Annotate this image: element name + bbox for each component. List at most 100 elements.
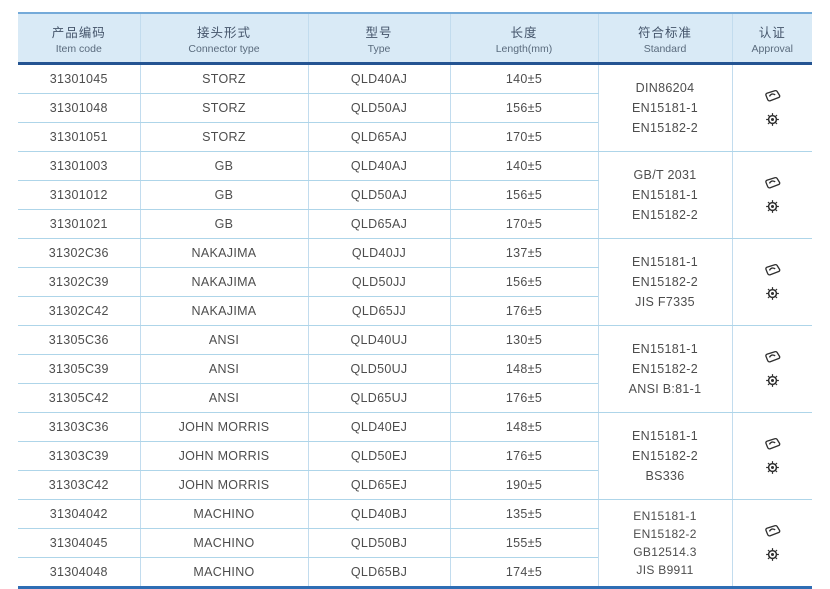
item-code-cell: 31303C39 xyxy=(18,441,140,471)
standard-line: GB12514.3 xyxy=(633,545,697,559)
type-cell: QLD50AJ xyxy=(307,93,450,123)
table-row: 31301012 GB QLD50AJ 156±5 xyxy=(18,180,812,210)
approval-cell xyxy=(731,412,812,500)
table-row: 31301051 STORZ QLD65AJ 170±5 xyxy=(18,122,812,152)
table-header: 产品编码 Item code 接头形式 Connector type 型号 Ty… xyxy=(18,13,812,65)
header-item-code-en: Item code xyxy=(55,42,102,55)
table-row: 31301003 GB QLD40AJ 140±5 GB/T 2031 EN15181-1… xyxy=(18,151,812,239)
length-cell: 137±5 xyxy=(449,238,598,268)
approval-icon-stack xyxy=(735,350,811,388)
item-code-cell: 31301012 xyxy=(18,180,140,210)
connector-type-cell: ANSI xyxy=(139,325,308,355)
length-cell: 176±5 xyxy=(449,296,598,326)
table-row: 31302C42 NAKAJIMA QLD65JJ 176±5 xyxy=(18,296,812,326)
approval-cell xyxy=(731,63,812,152)
certification-logo-icon xyxy=(764,176,781,189)
standard-line: EN15182-2 xyxy=(632,208,698,222)
type-cell: QLD40UJ xyxy=(307,325,450,355)
type-cell: QLD65AJ xyxy=(307,209,450,239)
item-code-cell: 31301048 xyxy=(18,93,140,123)
connector-type-cell: ANSI xyxy=(139,354,308,384)
type-cell: QLD50BJ xyxy=(307,528,450,558)
length-cell: 135±5 xyxy=(449,499,598,529)
connector-type-cell: GB xyxy=(139,209,308,239)
type-cell: QLD40AJ xyxy=(307,63,450,94)
header-row: 产品编码 Item code 接头形式 Connector type 型号 Ty… xyxy=(18,13,812,65)
type-cell: QLD40EJ xyxy=(307,412,450,442)
certification-logo-icon xyxy=(764,263,781,276)
length-cell: 190±5 xyxy=(449,470,598,500)
header-standard-en: Standard xyxy=(643,42,687,55)
item-code-cell: 31301003 xyxy=(18,151,140,181)
length-cell: 176±5 xyxy=(449,441,598,471)
connector-type-cell: NAKAJIMA xyxy=(139,267,308,297)
certification-logo-icon xyxy=(764,524,781,537)
type-cell: QLD65EJ xyxy=(307,470,450,500)
standard-line: JIS B9911 xyxy=(636,563,694,577)
length-cell: 170±5 xyxy=(449,209,598,239)
standard-line: JIS F7335 xyxy=(635,295,695,309)
connector-type-cell: GB xyxy=(139,151,308,181)
standard-cell: EN15181-1 EN15182-2 ANSI B:81-1 xyxy=(597,325,732,413)
header-connector-type: 接头形式 Connector type xyxy=(139,13,308,65)
header-type: 型号 Type xyxy=(307,13,450,65)
approval-cell xyxy=(731,499,812,588)
wheelmark-icon xyxy=(765,548,779,561)
wheelmark-icon xyxy=(765,461,779,474)
standard-cell: EN15181-1 EN15182-2 BS336 xyxy=(597,412,732,500)
table-body: 31301045 STORZ QLD40AJ 140±5 DIN86204 EN15181… xyxy=(18,63,812,588)
standard-line: EN15181-1 xyxy=(633,509,697,523)
standard-line: EN15182-2 xyxy=(633,527,697,541)
connector-type-cell: NAKAJIMA xyxy=(139,238,308,268)
approval-cell xyxy=(731,238,812,326)
standard-line: EN15182-2 xyxy=(632,121,698,135)
product-table: 产品编码 Item code 接头形式 Connector type 型号 Ty… xyxy=(18,12,812,589)
standard-line: EN15181-1 xyxy=(632,188,698,202)
standard-line: BS336 xyxy=(645,469,685,483)
type-cell: QLD40BJ xyxy=(307,499,450,529)
header-type-en: Type xyxy=(367,42,391,55)
table-row: 31301021 GB QLD65AJ 170±5 xyxy=(18,209,812,239)
connector-type-cell: STORZ xyxy=(139,93,308,123)
standard-cell: DIN86204 EN15181-1 EN15182-2 xyxy=(597,63,732,152)
item-code-cell: 31302C42 xyxy=(18,296,140,326)
header-approval-en: Approval xyxy=(751,42,793,55)
approval-icon-stack xyxy=(735,176,811,214)
standard-cell: EN15181-1 EN15182-2 JIS F7335 xyxy=(597,238,732,326)
type-cell: QLD50UJ xyxy=(307,354,450,384)
length-cell: 148±5 xyxy=(449,412,598,442)
type-cell: QLD65UJ xyxy=(307,383,450,413)
header-length-zh: 长度 xyxy=(510,25,538,40)
table-row: 31303C39 JOHN MORRIS QLD50EJ 176±5 xyxy=(18,441,812,471)
table-row: 31301048 STORZ QLD50AJ 156±5 xyxy=(18,93,812,123)
type-cell: QLD65AJ xyxy=(307,122,450,152)
table-row: 31304042 MACHINO QLD40BJ 135±5 EN15181-1 EN15… xyxy=(18,499,812,588)
wheelmark-icon xyxy=(765,374,779,387)
length-cell: 174±5 xyxy=(449,557,598,588)
standard-line: EN15181-1 xyxy=(632,342,698,356)
length-cell: 156±5 xyxy=(449,180,598,210)
item-code-cell: 31301051 xyxy=(18,122,140,152)
connector-type-cell: MACHINO xyxy=(139,557,308,588)
header-length-en: Length(mm) xyxy=(495,42,553,55)
header-connector-type-zh: 接头形式 xyxy=(196,25,251,40)
length-cell: 130±5 xyxy=(449,325,598,355)
type-cell: QLD50AJ xyxy=(307,180,450,210)
connector-type-cell: MACHINO xyxy=(139,528,308,558)
item-code-cell: 31304045 xyxy=(18,528,140,558)
item-code-cell: 31302C36 xyxy=(18,238,140,268)
catalog-page: 产品编码 Item code 接头形式 Connector type 型号 Ty… xyxy=(18,12,812,589)
table-row: 31301045 STORZ QLD40AJ 140±5 DIN86204 EN15181… xyxy=(18,63,812,152)
wheelmark-icon xyxy=(765,113,779,126)
standard-line: EN15181-1 xyxy=(632,255,698,269)
header-item-code: 产品编码 Item code xyxy=(18,13,140,65)
approval-icon-stack xyxy=(735,524,811,562)
certification-logo-icon xyxy=(764,89,781,102)
item-code-cell: 31305C42 xyxy=(18,383,140,413)
header-standard: 符合标准 Standard xyxy=(597,13,732,65)
header-type-zh: 型号 xyxy=(365,25,393,40)
connector-type-cell: MACHINO xyxy=(139,499,308,529)
item-code-cell: 31303C36 xyxy=(18,412,140,442)
length-cell: 156±5 xyxy=(449,93,598,123)
connector-type-cell: STORZ xyxy=(139,63,308,94)
